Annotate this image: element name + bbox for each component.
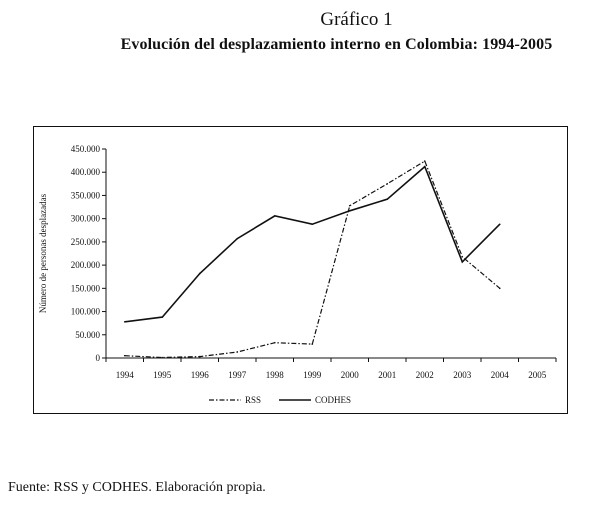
data-point-codhes (461, 261, 464, 263)
figure-label: Gráfico 1 (320, 9, 393, 30)
data-point-rss (348, 204, 351, 207)
data-point-codhes (123, 320, 126, 323)
y-tick-label: 200.000 (71, 260, 101, 270)
data-point-rss (161, 356, 164, 359)
legend-label-rss: RSS (245, 395, 261, 405)
y-tick-label: 250.000 (71, 237, 101, 247)
data-point-codhes (236, 237, 239, 240)
data-point-rss (498, 287, 501, 290)
legend-label-codhes: CODHES (315, 395, 351, 405)
data-point-rss (386, 183, 389, 185)
x-tick-label: 1995 (153, 370, 172, 380)
y-tick-label: 400.000 (71, 167, 101, 177)
data-point-rss (423, 160, 426, 162)
figure-caption: Gráfico 1 Evolución del desplazamiento i… (0, 8, 601, 58)
data-point-codhes (498, 223, 501, 226)
data-point-rss (236, 351, 239, 353)
line-chart: 0 50.000 100.000 150.000 200.000 250.000 300.0… (38, 144, 557, 405)
x-tick-label: 2000 (341, 370, 360, 380)
x-tick-label: 2002 (416, 370, 434, 380)
series-line-rss (124, 160, 501, 359)
y-tick-label: 150.000 (71, 283, 101, 293)
x-tick-label: 2004 (491, 370, 510, 380)
x-tick-label: 1999 (303, 370, 322, 380)
data-point-codhes (311, 223, 314, 226)
x-tick-label: 1996 (191, 370, 210, 380)
x-tick-label: 2005 (528, 370, 547, 380)
data-point-codhes (348, 209, 351, 212)
data-point-codhes (161, 316, 164, 318)
y-axis-title: Número de personas desplazadas (38, 193, 48, 313)
data-point-codhes (386, 198, 389, 200)
x-tick-label: 2003 (453, 370, 472, 380)
data-point-rss (123, 354, 126, 357)
data-point-rss (461, 255, 464, 258)
chart-frame: 0 50.000 100.000 150.000 200.000 250.000 300.0… (33, 126, 568, 414)
x-tick-label: 2001 (378, 370, 396, 380)
x-tick-label: 1998 (266, 370, 285, 380)
data-point-codhes (198, 272, 201, 275)
y-tick-label: 0 (96, 353, 101, 363)
chart-title: Evolución del desplazamiento interno en … (120, 36, 553, 53)
data-point-codhes (423, 165, 426, 168)
y-tick-label: 100.000 (71, 307, 101, 317)
x-tick-label: 1997 (228, 370, 247, 380)
y-tick-label: 50.000 (75, 330, 100, 340)
data-point-rss (198, 355, 201, 358)
data-point-codhes (273, 215, 276, 217)
y-tick-label: 450.000 (71, 144, 101, 154)
data-point-rss (273, 341, 276, 344)
x-tick-label: 1994 (116, 370, 135, 380)
y-tick-label: 300.000 (71, 214, 101, 224)
series-line-codhes (124, 165, 501, 323)
source-note: Fuente: RSS y CODHES. Elaboración propia… (8, 480, 266, 495)
data-point-rss (311, 343, 314, 345)
y-tick-label: 350.000 (71, 190, 101, 200)
